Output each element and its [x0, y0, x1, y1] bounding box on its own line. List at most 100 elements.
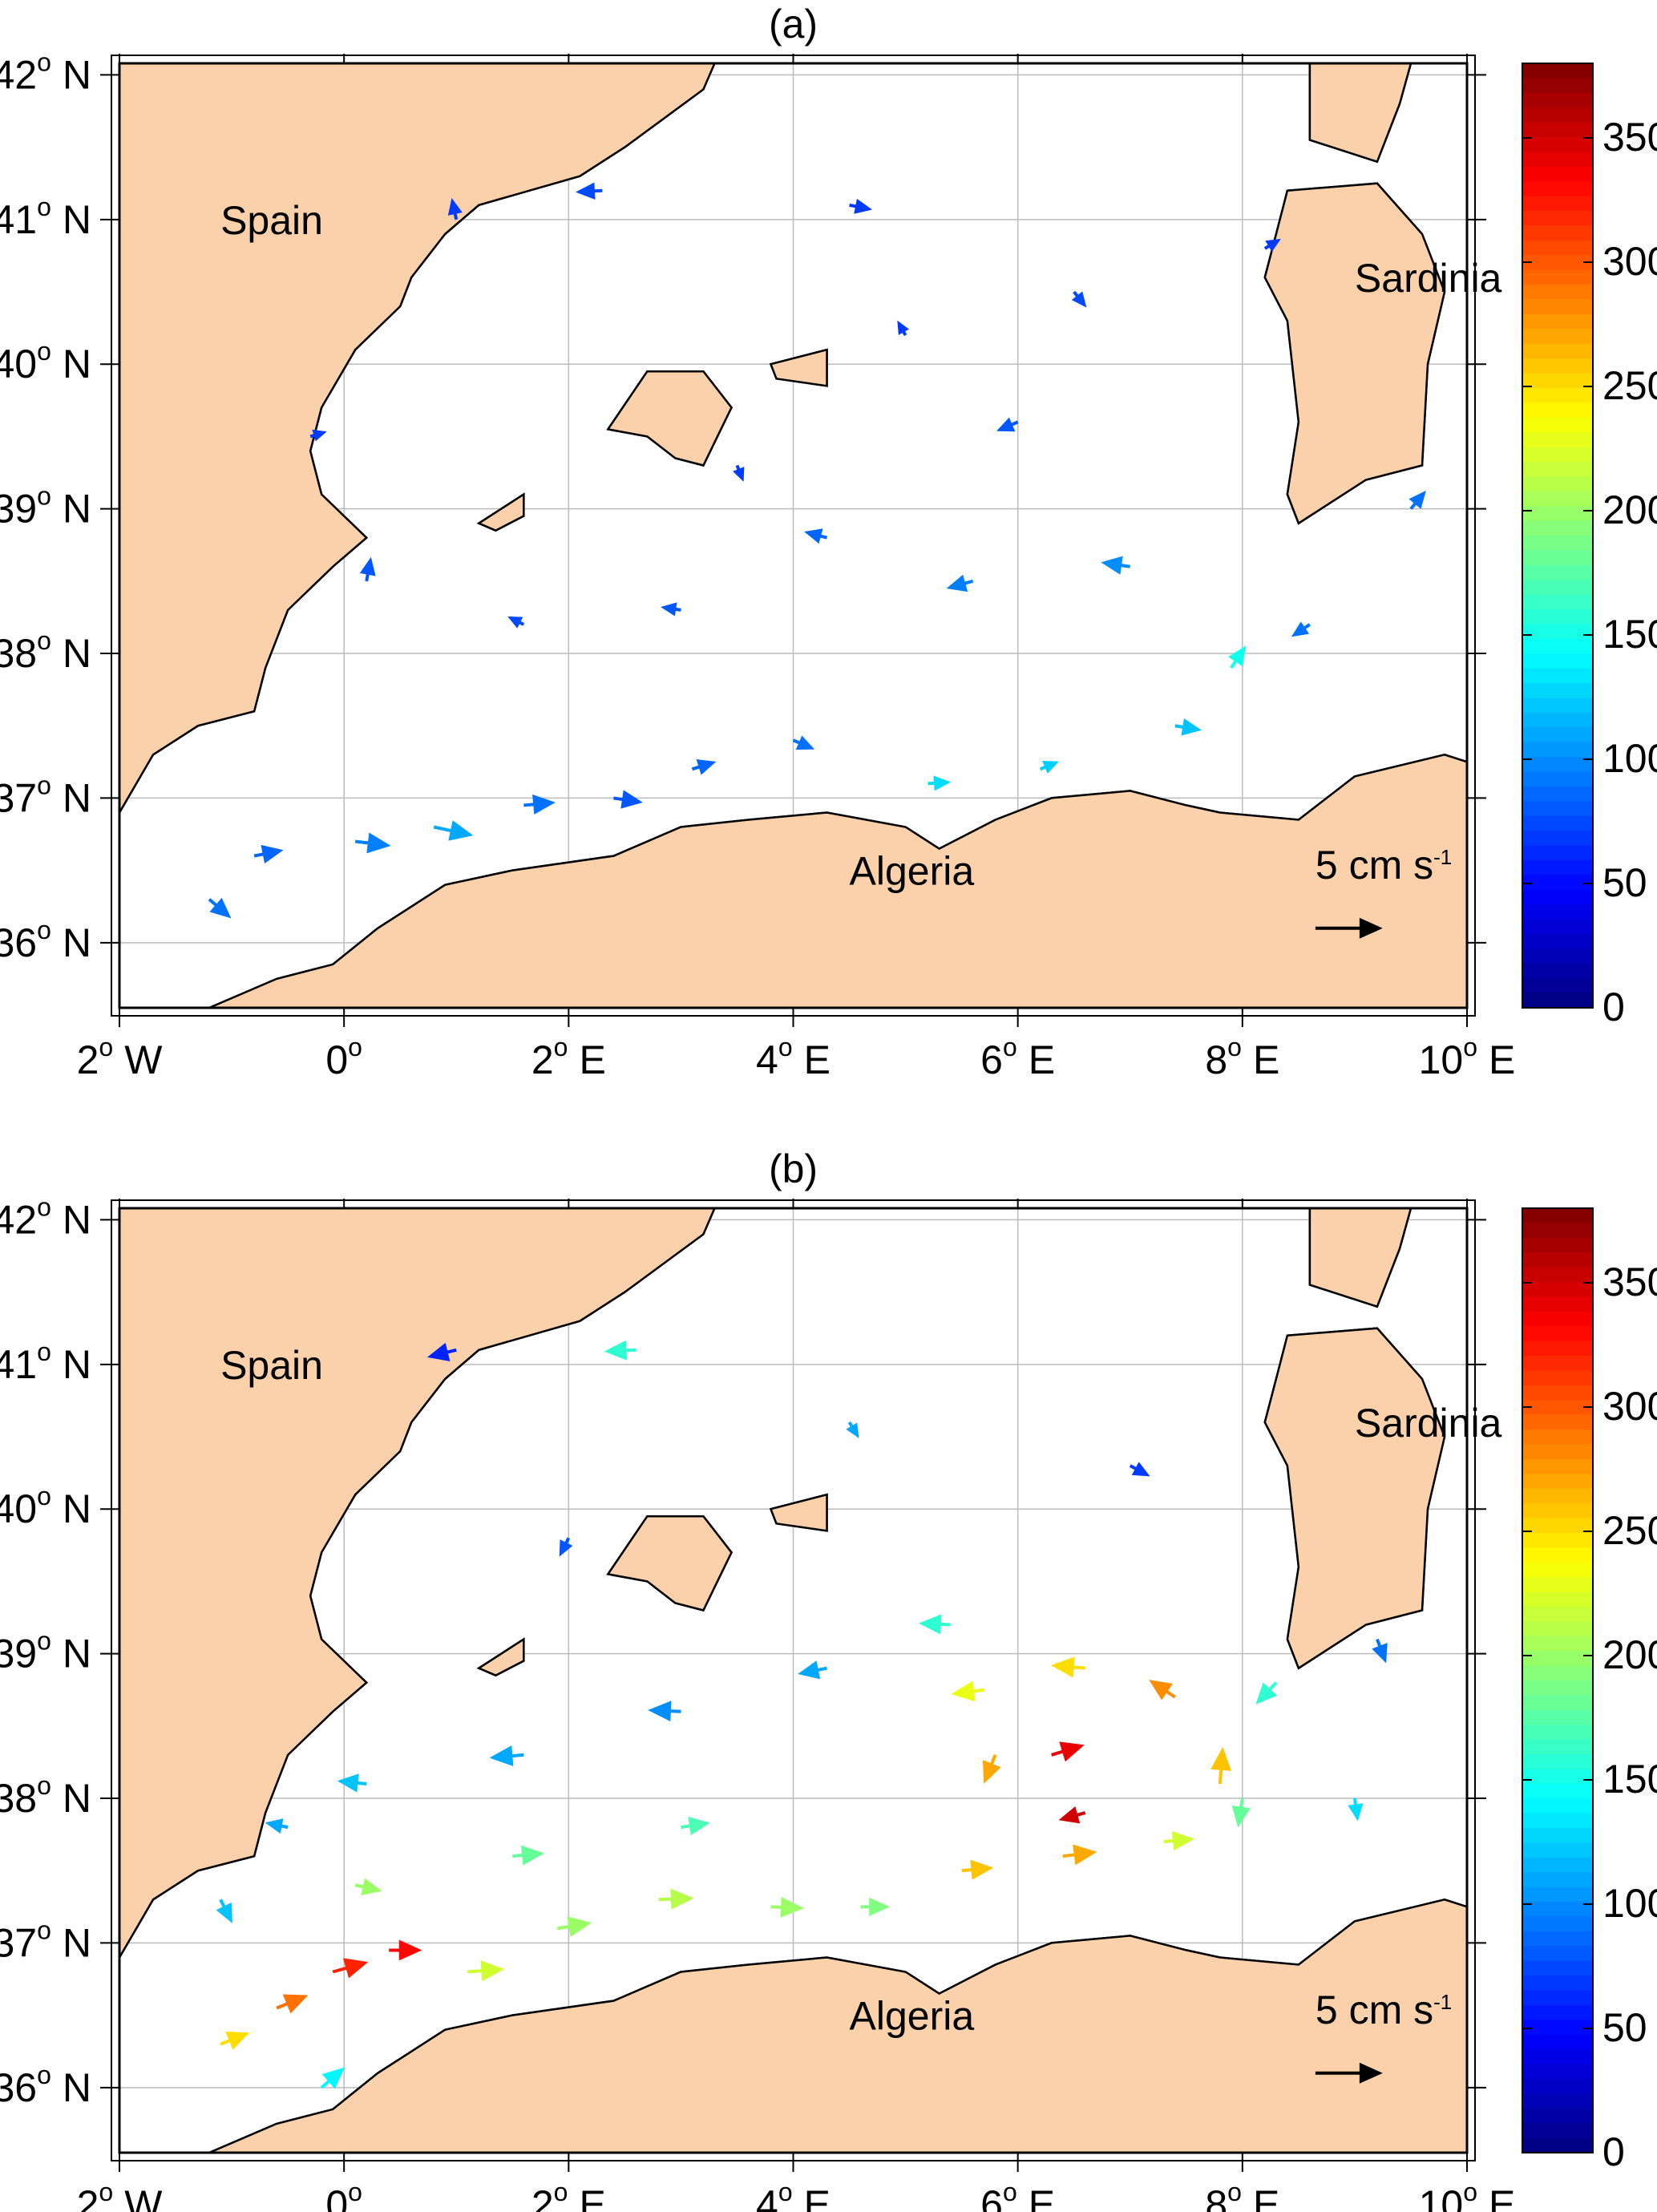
map-frame-outer — [111, 55, 1476, 1017]
colorbar-swatch — [1522, 580, 1593, 596]
colorbar-swatch — [1522, 1326, 1593, 1342]
colorbar-swatch — [1522, 166, 1593, 183]
colorbar-swatch — [1522, 1237, 1593, 1254]
current-vector — [337, 1773, 367, 1793]
hemisphere: E — [1489, 1037, 1515, 1082]
colorbar-swatch — [1522, 712, 1593, 729]
current-vector — [489, 1745, 524, 1767]
colorbar-swatch — [1522, 1916, 1593, 1932]
colorbar-swatch — [1522, 491, 1593, 507]
land — [769, 1493, 828, 1532]
degree-sign: o — [1227, 1033, 1242, 1062]
place-label: Sardinia — [1355, 1401, 1502, 1446]
colorbar-swatch — [1522, 461, 1593, 478]
current-vector — [897, 320, 909, 337]
colorbar-swatch — [1522, 1518, 1593, 1534]
colorbar-swatch — [1522, 2123, 1593, 2139]
colorbar-swatch — [1522, 963, 1593, 979]
colorbar-label: 50 — [1602, 2005, 1647, 2050]
y-tick-label: 42o N — [0, 47, 91, 97]
colorbar-label: 200 — [1602, 1632, 1657, 1677]
degree-sign: o — [1463, 2178, 1477, 2206]
hemisphere: N — [63, 1920, 91, 1965]
tick-number: 4 — [756, 2182, 778, 2212]
colorbar-swatch — [1522, 1430, 1593, 1446]
x-tick-label: 10o E — [1419, 1033, 1516, 1082]
colorbar-swatch — [1522, 2137, 1593, 2153]
colorbar-swatch — [1522, 2108, 1593, 2124]
colorbar-swatch — [1522, 1946, 1593, 1962]
colorbar-swatch — [1522, 1267, 1593, 1283]
colorbar-swatch — [1522, 92, 1593, 109]
current-vector — [1408, 490, 1426, 510]
current-vector — [613, 790, 643, 809]
colorbar-swatch — [1522, 1458, 1593, 1475]
tick-number: 2 — [77, 2182, 99, 2212]
hemisphere: N — [63, 342, 91, 386]
current-vector — [860, 1897, 891, 1916]
colorbar-label: 350 — [1602, 1260, 1657, 1304]
colorbar-label: 300 — [1602, 239, 1657, 284]
current-vector — [982, 1754, 1001, 1785]
colorbar-label: 150 — [1602, 1757, 1657, 1802]
hemisphere: N — [63, 1776, 91, 1821]
land — [606, 1514, 733, 1611]
colorbar-swatch — [1522, 1680, 1593, 1696]
y-tick-label: 37o N — [0, 770, 91, 820]
colorbar-swatch — [1522, 196, 1593, 212]
degree-sign: o — [37, 626, 51, 655]
colorbar-swatch — [1522, 933, 1593, 950]
colorbar-swatch — [1522, 152, 1593, 168]
colorbar-swatch — [1522, 2078, 1593, 2095]
colorbar-swatch — [1522, 609, 1593, 625]
colorbar-swatch — [1522, 255, 1593, 271]
tick-number: 39 — [0, 1632, 37, 1676]
colorbar-swatch — [1522, 978, 1593, 994]
colorbar-swatch — [1522, 387, 1593, 404]
colorbar-swatch — [1522, 1872, 1593, 1888]
current-vector — [946, 574, 974, 592]
tick-number: 41 — [0, 197, 37, 242]
current-vector — [1101, 556, 1131, 575]
colorbar-swatch — [1522, 2034, 1593, 2050]
colorbar-swatch — [1522, 1739, 1593, 1755]
tick-number: 40 — [0, 1486, 37, 1531]
current-vector — [332, 1958, 369, 1979]
current-vector — [1149, 1680, 1176, 1700]
tick-number: 0 — [325, 2182, 348, 2212]
y-tick-label: 36o N — [0, 916, 91, 965]
current-vector — [523, 794, 556, 815]
current-vector — [658, 1888, 694, 1910]
colorbar-swatch — [1522, 1296, 1593, 1312]
current-vector — [951, 1680, 984, 1702]
colorbar-swatch — [1522, 1547, 1593, 1563]
hemisphere: N — [63, 487, 91, 532]
colorbar-swatch — [1522, 1414, 1593, 1430]
colorbar-swatch — [1522, 1754, 1593, 1770]
colorbar-swatch — [1522, 668, 1593, 684]
y-tick-label: 38o N — [0, 626, 91, 676]
hemisphere: N — [63, 52, 91, 97]
hemisphere: N — [63, 1197, 91, 1242]
current-vector — [253, 844, 284, 864]
colorbar-label: 250 — [1602, 1508, 1657, 1553]
y-tick-label: 40o N — [0, 337, 91, 386]
x-tick-label: 10o E — [1419, 2178, 1516, 2212]
colorbar-swatch — [1522, 1503, 1593, 1519]
degree-sign: o — [37, 482, 51, 511]
current-vector — [648, 1700, 681, 1722]
tick-number: 42 — [0, 52, 37, 97]
tick-number: 40 — [0, 342, 37, 386]
current-vector — [276, 1994, 309, 2014]
colorbar-swatch — [1522, 771, 1593, 787]
degree-sign: o — [37, 916, 51, 944]
colorbar-swatch — [1522, 476, 1593, 492]
current-vector — [559, 1537, 573, 1557]
map-frame — [118, 1207, 1469, 2154]
degree-sign: o — [37, 1192, 51, 1221]
colorbar-swatch — [1522, 624, 1593, 640]
colorbar-swatch — [1522, 1532, 1593, 1549]
current-vector — [733, 464, 745, 482]
colorbar-swatch — [1522, 225, 1593, 241]
